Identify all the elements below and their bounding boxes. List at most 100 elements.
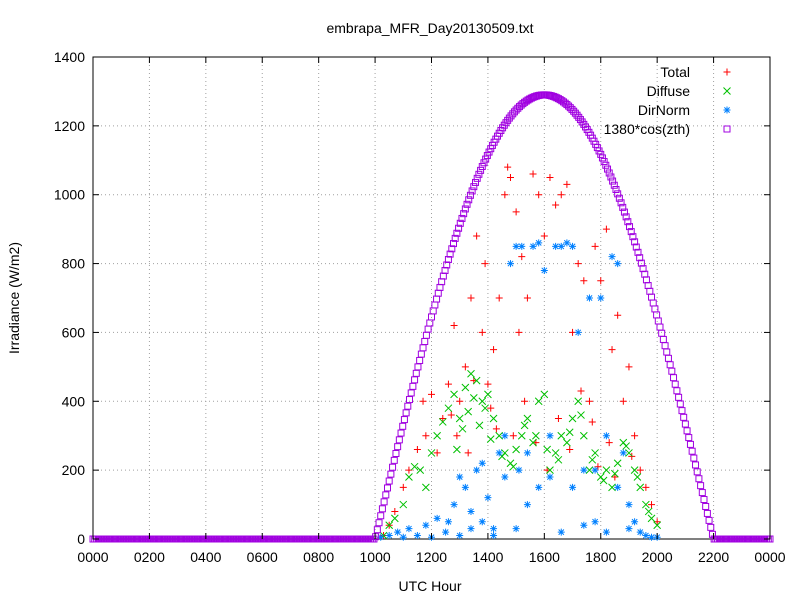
data-point	[467, 369, 475, 378]
data-point	[407, 389, 415, 397]
data-point	[529, 242, 537, 250]
data-point	[428, 313, 435, 321]
data-point	[413, 532, 421, 540]
data-point	[685, 434, 693, 442]
x-tick-label: 1200	[416, 549, 447, 565]
data-point	[585, 397, 593, 405]
data-point	[512, 525, 520, 533]
data-point	[649, 299, 657, 307]
data-point	[456, 473, 464, 481]
data-point	[387, 470, 395, 478]
data-point	[461, 483, 469, 491]
data-point	[636, 528, 644, 536]
data-point	[577, 411, 585, 419]
data-point	[439, 415, 447, 422]
x-axis-label: UTC Hour	[398, 578, 461, 594]
data-point	[467, 507, 475, 515]
data-point	[585, 466, 594, 474]
data-point	[574, 397, 583, 406]
x-tick-label: 2000	[642, 549, 673, 565]
data-point	[504, 163, 512, 171]
data-point	[577, 387, 585, 395]
data-point	[472, 376, 481, 385]
data-point	[385, 477, 393, 485]
data-point	[405, 396, 413, 404]
data-point	[467, 294, 475, 302]
series-layer	[89, 91, 774, 543]
data-point	[698, 489, 706, 497]
data-point	[412, 369, 420, 377]
data-point	[546, 473, 554, 481]
data-point	[447, 411, 455, 419]
data-point	[632, 243, 640, 251]
data-point	[385, 521, 394, 530]
data-point	[444, 404, 453, 413]
y-tick-label: 800	[62, 256, 86, 272]
data-point	[413, 445, 421, 453]
data-point	[478, 163, 486, 171]
data-point	[410, 462, 419, 471]
data-point	[523, 414, 532, 423]
data-point	[389, 463, 397, 471]
data-point	[619, 203, 627, 211]
data-point	[535, 483, 543, 491]
data-point	[591, 466, 599, 474]
legend: Total Diffuse DirNorm 1380*cos(zth)	[604, 64, 731, 137]
x-tick-label: 2200	[698, 549, 729, 565]
y-axis: 0 200 400 600 800 1000 1200 1400	[54, 49, 770, 547]
data-point	[512, 242, 520, 250]
data-point	[554, 455, 563, 464]
data-point	[501, 191, 509, 199]
data-point	[395, 436, 403, 444]
data-point	[448, 245, 456, 253]
data-point	[453, 445, 461, 454]
data-point	[484, 380, 492, 388]
data-point	[597, 277, 605, 285]
data-point	[428, 390, 435, 398]
y-tick-label: 1200	[54, 118, 85, 134]
data-point	[472, 178, 480, 186]
data-point	[557, 528, 565, 536]
data-point	[676, 400, 684, 408]
data-point	[411, 376, 419, 384]
data-point	[433, 431, 441, 440]
data-point	[433, 295, 441, 303]
data-point	[629, 233, 637, 241]
data-point	[534, 397, 543, 406]
data-point	[392, 449, 400, 457]
data-point	[377, 533, 385, 541]
data-point	[644, 282, 652, 290]
data-point	[585, 294, 593, 302]
data-point	[517, 431, 526, 440]
y-tick-label: 600	[62, 324, 86, 340]
legend-marker	[723, 125, 731, 133]
data-point	[434, 289, 442, 297]
data-point	[409, 382, 417, 390]
data-point	[422, 483, 430, 492]
data-point	[518, 242, 526, 250]
data-point	[397, 429, 405, 437]
x-tick-label: 1600	[529, 549, 560, 565]
legend-label: 1380*cos(zth)	[604, 121, 690, 137]
data-point	[609, 177, 617, 185]
data-point	[612, 185, 620, 193]
data-point	[568, 414, 577, 423]
data-point	[659, 335, 667, 343]
data-point	[373, 526, 381, 534]
data-point	[670, 374, 678, 382]
data-point	[602, 528, 610, 536]
data-point	[611, 469, 619, 478]
data-point	[461, 205, 469, 213]
data-point	[619, 449, 627, 457]
data-point	[436, 283, 444, 291]
data-point	[656, 323, 664, 331]
data-point	[695, 475, 703, 483]
data-point	[624, 218, 632, 226]
data-point	[383, 484, 391, 492]
data-point	[400, 416, 408, 424]
data-point	[458, 424, 467, 433]
data-point	[705, 516, 713, 524]
data-point	[446, 250, 454, 258]
data-point	[633, 473, 642, 481]
data-point	[399, 422, 407, 430]
